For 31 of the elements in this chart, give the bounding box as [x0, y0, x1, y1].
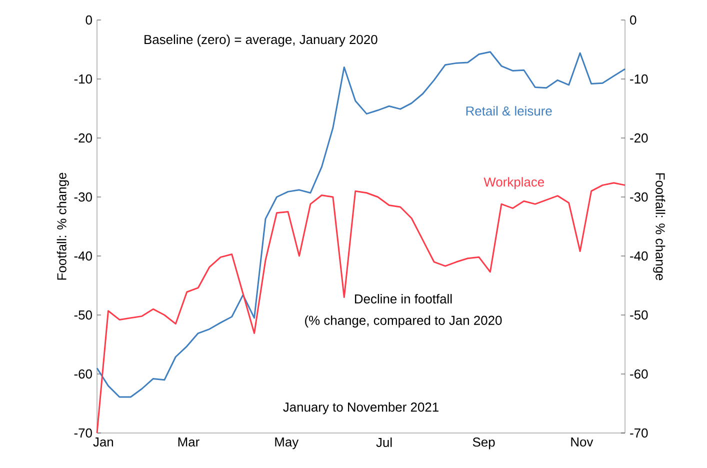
y2-tick-label: -70 [630, 428, 648, 438]
y-tick-label: -40 [74, 251, 92, 261]
y-tick-label: -50 [74, 310, 92, 320]
y2-tick-label: -30 [630, 192, 648, 202]
x-tick-label: Mar [178, 438, 200, 447]
y2-tick-label: -10 [630, 74, 648, 84]
y-tick-label: -10 [74, 74, 92, 84]
y2-axis-title: Footfall: % change [653, 173, 666, 280]
line-series [96, 51, 626, 398]
annotation: January to November 2021 [283, 402, 438, 414]
annotation: Baseline (zero) = average, January 2020 [144, 34, 378, 47]
annotation: (% change, compared to Jan 2020 [305, 315, 502, 328]
series-label: Retail & leisure [466, 106, 552, 116]
x-tick-label: Nov [571, 438, 594, 447]
annotation: Decline in footfall [354, 294, 452, 304]
y2-tick-label: -20 [630, 133, 648, 143]
x-tick-label: Jul [376, 438, 392, 448]
y2-tick-label: -60 [630, 369, 648, 379]
x-tick-label: Jan [93, 438, 114, 447]
x-tick-label: Sep [472, 438, 495, 450]
y-tick-label: -30 [74, 192, 92, 202]
y-axis-title: Footfall: % change [56, 172, 69, 280]
y-tick-label: -70 [74, 428, 92, 438]
y-tick-label: -20 [74, 133, 92, 143]
y2-tick-label: -40 [630, 251, 648, 261]
y-tick-label: -60 [74, 369, 92, 379]
y2-tick-label: -50 [630, 310, 648, 320]
series-label: Workplace [484, 177, 544, 190]
x-tick-label: May [275, 438, 299, 450]
y2-tick-label: 0 [630, 15, 636, 25]
y-tick-label: 0 [86, 15, 92, 25]
